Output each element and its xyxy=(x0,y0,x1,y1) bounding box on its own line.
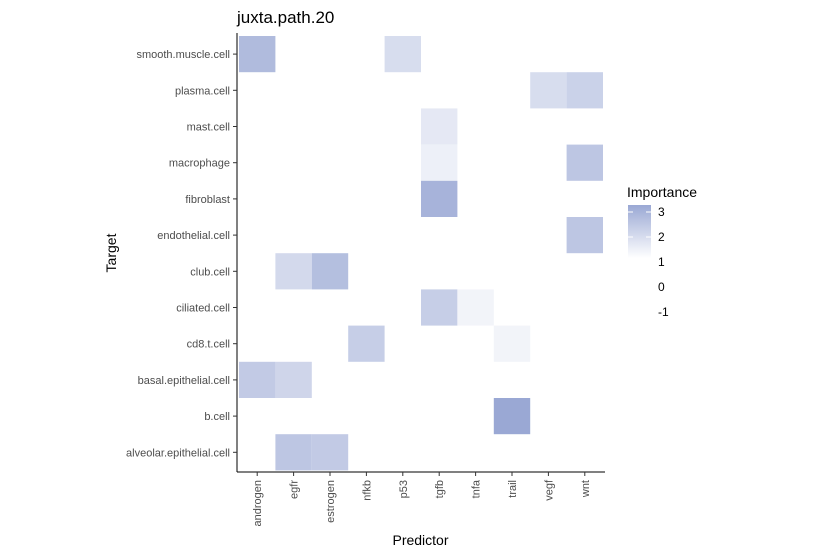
chart-title: juxta.path.20 xyxy=(236,8,334,27)
y-tick-label: mast.cell xyxy=(187,122,230,134)
y-tick-label: club.cell xyxy=(190,266,230,278)
heatmap-cell xyxy=(421,108,458,145)
y-tick-label: basal.epithelial.cell xyxy=(138,375,230,387)
heatmap-cell xyxy=(421,144,458,181)
x-tick-label: egfr xyxy=(289,480,301,499)
heatmap-cell xyxy=(493,398,531,435)
x-tick-label: trail xyxy=(507,480,519,498)
legend-break-label: 0 xyxy=(658,280,665,294)
heatmap-cell xyxy=(530,72,567,109)
x-tick-label: wnt xyxy=(580,480,592,498)
x-tick-label: tnfa xyxy=(471,479,483,498)
legend-break-label: 2 xyxy=(658,230,665,244)
legend-colorbar xyxy=(628,205,651,258)
x-tick-label: androgen xyxy=(252,480,264,527)
x-tick-label: estrogen xyxy=(325,480,337,523)
legend-title: Importance xyxy=(627,184,697,200)
y-tick-label: alveolar.epithelial.cell xyxy=(126,447,230,459)
y-tick-label: fibroblast xyxy=(185,194,230,206)
y-tick-label: macrophage xyxy=(169,158,230,170)
heatmap-cell xyxy=(239,36,276,73)
heatmap-cell xyxy=(275,434,312,471)
heatmap-cell xyxy=(239,361,276,398)
heatmap-cell xyxy=(566,144,603,181)
heatmap-cell xyxy=(311,253,349,290)
heatmap-cell xyxy=(275,253,312,290)
tick-labels: smooth.muscle.cell plasma.cell mast.cell ma… xyxy=(126,49,592,526)
x-axis-title: Predictor xyxy=(392,532,448,548)
heatmap-cell xyxy=(566,217,603,254)
y-tick-label: cd8.t.cell xyxy=(187,339,230,351)
x-tick-label: nfkb xyxy=(361,480,373,501)
y-tick-label: smooth.muscle.cell xyxy=(136,49,230,61)
y-tick-label: ciliated.cell xyxy=(176,303,230,315)
legend-break-label: 1 xyxy=(658,255,665,269)
heatmap-cell xyxy=(493,325,531,362)
heatmap-cell xyxy=(421,289,458,326)
legend-break-label: 3 xyxy=(658,205,665,219)
legend-break-label: -1 xyxy=(658,305,669,319)
x-tick-label: tgfb xyxy=(434,480,446,498)
heatmap-cell xyxy=(348,325,385,362)
heatmap-cell xyxy=(566,72,603,109)
heatmap-cells xyxy=(239,36,603,471)
y-tick-label: b.cell xyxy=(204,411,230,423)
legend: Importance 3 2 1 0 -1 xyxy=(627,184,697,319)
heatmap-cell xyxy=(457,289,494,326)
y-axis-title: Target xyxy=(103,233,119,272)
axes xyxy=(236,33,605,473)
y-tick-label: plasma.cell xyxy=(175,85,230,97)
heatmap-cell xyxy=(421,180,458,217)
x-tick-label: p53 xyxy=(398,480,410,498)
y-tick-label: endothelial.cell xyxy=(157,230,230,242)
heatmap-cell xyxy=(384,36,421,73)
heatmap-cell xyxy=(275,361,312,398)
heatmap-cell xyxy=(311,434,349,471)
x-tick-label: vegf xyxy=(543,479,555,501)
